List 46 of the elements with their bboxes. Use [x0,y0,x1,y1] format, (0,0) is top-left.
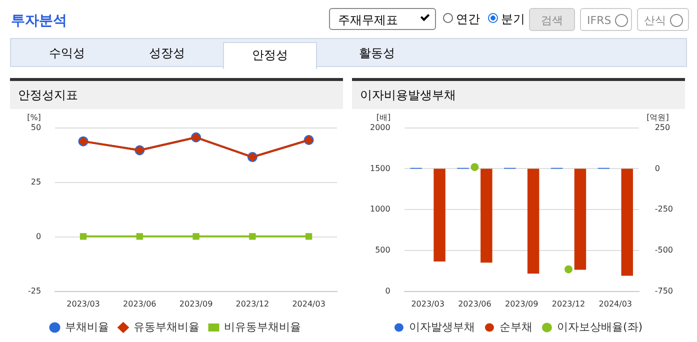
x-tick-label: 2023/03 [66,299,100,308]
y-tick-label: 0 [36,232,42,241]
chart-title: 안정성지표 [10,81,343,109]
y-tick-label: 500 [375,246,390,255]
text: 분기 [501,11,525,28]
y-tick-label: 0 [385,286,390,296]
text: 연간 [456,11,480,28]
y-tick-label: 1000 [370,204,390,214]
x-tick-label: 2024/03 [598,299,632,308]
x-tick-label: 2023/03 [411,299,444,308]
x-tick-label: 2023/06 [123,299,156,308]
text: 검색 [529,8,575,31]
y-axis-title: [배] [376,112,391,122]
y2-axis-title: [억원] [646,112,669,122]
text: 주재무제표 [329,8,436,30]
y-tick-label: 1500 [370,164,390,173]
x-tick-label: 2023/09 [504,299,538,308]
y2-tick-label: 0 [654,164,660,173]
y-tick-label: 25 [30,177,42,186]
legend-label: 유동부채비율 [133,320,200,334]
x-tick-label: 2023/12 [236,299,270,308]
x-tick-label: 2023/09 [179,299,213,308]
y-tick-label: 50 [30,122,42,132]
x-tick-label: 2023/06 [458,299,492,308]
legend-label: 순부채 [499,320,532,334]
text: 성장성 [148,45,186,62]
legend-label: 이자발생부채 [408,320,475,334]
y2-tick-label: 250 [654,122,670,132]
legend-label: 비유동부채비율 [224,320,301,334]
y-axis-title: [%] [27,112,41,122]
legend-label: 부채비율 [64,320,109,334]
y-tick-label: 2000 [370,122,390,132]
text: 활동성 [358,45,396,62]
y-tick-label: -25 [28,286,42,296]
chart-title: 이자비용발생부채 [352,81,685,109]
y2-tick-label: -500 [654,246,673,255]
y2-tick-label: -250 [654,204,673,214]
x-tick-label: 2024/03 [292,299,326,308]
text: 수익성 [48,45,86,62]
text: 안정성 [223,42,317,69]
text: IFRS [580,8,632,31]
x-tick-label: 2023/12 [552,299,586,308]
text: 산식 [637,8,689,31]
text: 투자분석 [11,12,67,30]
legend-label: 이자보상배율(좌) [556,320,643,334]
y2-tick-label: -750 [654,286,673,296]
